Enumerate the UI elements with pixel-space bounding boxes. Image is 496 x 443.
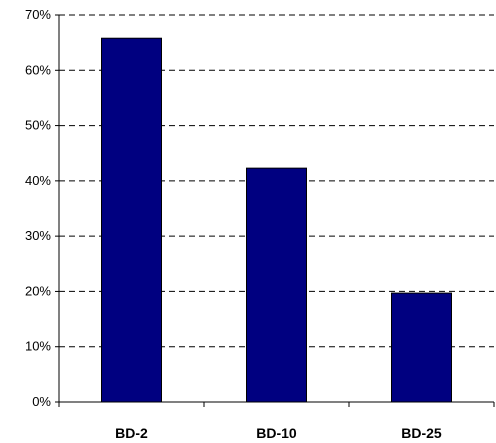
- bar-bd-25: [391, 292, 452, 403]
- bar-bd-2: [101, 37, 162, 403]
- y-tick-label: 20%: [25, 283, 51, 298]
- y-tick-label: 50%: [25, 118, 51, 133]
- y-tick-label: 70%: [25, 7, 51, 22]
- y-tick-label: 30%: [25, 228, 51, 243]
- x-tick-labels: BD-2 BD-10 BD-25: [115, 425, 442, 441]
- y-tick-labels: 0% 10% 20% 30% 40% 50% 60% 70%: [25, 7, 51, 409]
- x-tick-label: BD-25: [401, 425, 442, 441]
- x-tick-label: BD-2: [115, 425, 148, 441]
- bars: [101, 37, 452, 403]
- y-tick-label: 40%: [25, 173, 51, 188]
- axes: [55, 14, 495, 407]
- y-tick-label: 60%: [25, 62, 51, 77]
- y-tick-label: 0%: [32, 394, 51, 409]
- y-tick-label: 10%: [25, 339, 51, 354]
- bar-bd-10: [246, 167, 307, 403]
- x-tick-label: BD-10: [256, 425, 297, 441]
